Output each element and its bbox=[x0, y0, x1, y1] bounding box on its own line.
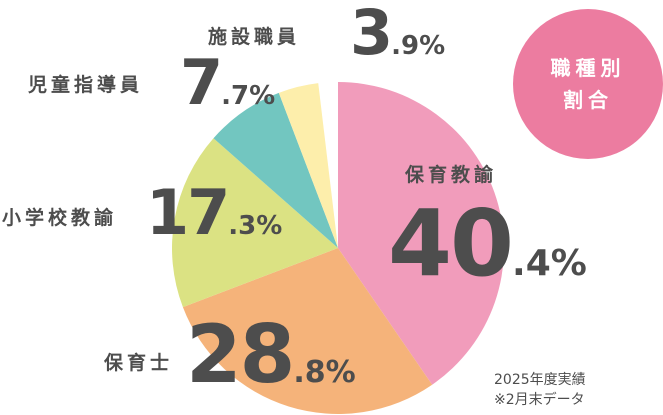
value-dec: .3% bbox=[228, 211, 283, 241]
title-line-1: 職種別 bbox=[550, 56, 626, 80]
label-shogakko: 小学校教諭 bbox=[2, 203, 117, 230]
footnote-line-2: ※2月末データ bbox=[494, 392, 585, 408]
value-dec: .4% bbox=[512, 243, 587, 284]
title-line-2: 割合 bbox=[563, 88, 613, 112]
value-dec: .9% bbox=[391, 31, 446, 61]
label-name: 小学校教諭 bbox=[2, 207, 118, 229]
pie-slice-0 bbox=[338, 82, 504, 385]
pie-slice-3 bbox=[213, 92, 338, 248]
pie-slice-1 bbox=[182, 248, 433, 415]
label-jido: 児童指導員 bbox=[28, 70, 143, 97]
value-jido: 7.7% bbox=[180, 46, 275, 119]
footnote-line-1: 2025年度実績 bbox=[494, 372, 586, 388]
value-shogakko: 17.3% bbox=[146, 176, 282, 249]
pie-slice-4 bbox=[278, 83, 338, 248]
value-int: 28 bbox=[186, 308, 295, 401]
value-shisetsu: 3.9% bbox=[350, 0, 445, 69]
label-name: 保育士 bbox=[104, 352, 174, 374]
value-int: 7 bbox=[180, 46, 223, 119]
value-hoikushi: 28.8% bbox=[186, 308, 356, 401]
label-shisetsu: 施設職員 bbox=[208, 22, 300, 49]
value-int: 40 bbox=[388, 190, 514, 297]
value-dec: .7% bbox=[221, 81, 276, 111]
footnote: 2025年度実績 ※2月末データ bbox=[494, 370, 586, 410]
label-name: 児童指導員 bbox=[28, 74, 144, 96]
pie-slice-2 bbox=[172, 138, 338, 308]
value-int: 3 bbox=[350, 0, 393, 69]
value-dec: .8% bbox=[293, 355, 356, 390]
value-hoiku-kyoyu: 40.4% bbox=[388, 190, 587, 297]
label-name: 保育教諭 bbox=[405, 164, 498, 186]
label-hoiku-kyoyu: 保育教諭 bbox=[405, 160, 497, 187]
value-int: 17 bbox=[146, 176, 230, 249]
label-name: 施設職員 bbox=[208, 26, 301, 48]
label-hoikushi: 保育士 bbox=[104, 348, 173, 375]
title-badge: 職種別 割合 bbox=[513, 9, 663, 159]
